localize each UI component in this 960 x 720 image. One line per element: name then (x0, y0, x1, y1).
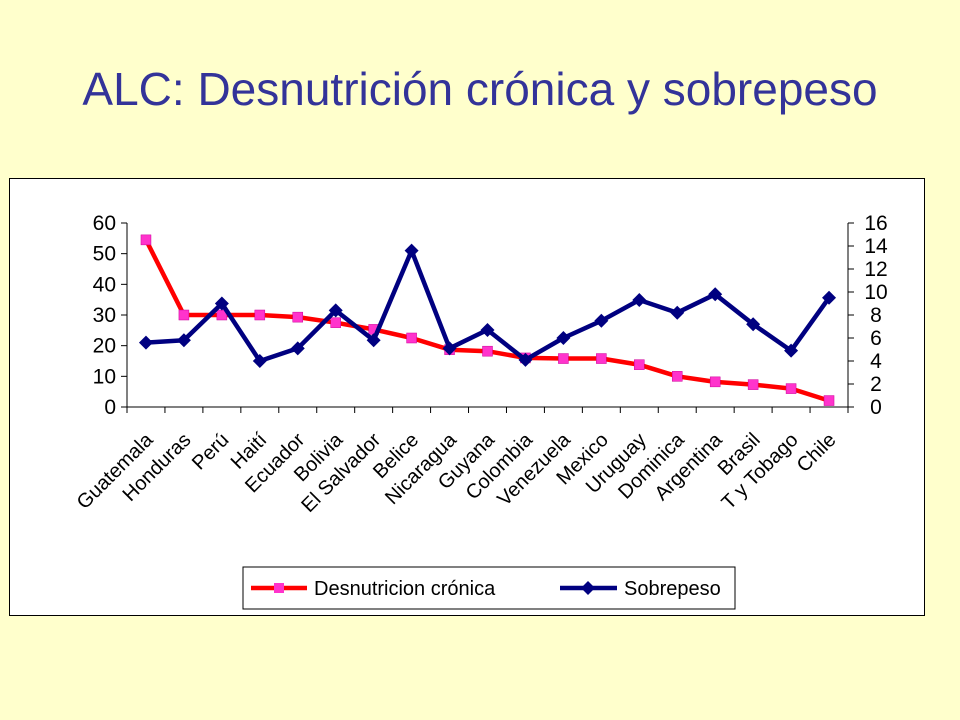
data-point-desnutricion (292, 311, 304, 323)
slide-title: ALC: Desnutrición crónica y sobrepeso (82, 63, 878, 115)
chart-legend[interactable]: Desnutricion crónica Sobrepeso (242, 566, 736, 610)
y-left-tick-label: 50 (93, 243, 116, 266)
y-left-tick-label: 30 (93, 304, 116, 327)
data-point-desnutricion (671, 371, 683, 382)
data-point-sobrepeso (328, 303, 343, 318)
series-line-desnutricion (143, 238, 830, 403)
data-point-desnutricion (709, 376, 721, 388)
legend-label-sobrepeso: Sobrepeso (624, 578, 721, 600)
x-category-label: Perú (188, 429, 233, 474)
data-point-sobrepeso (176, 333, 191, 348)
legend-label-desnutricion: Desnutricion crónica (314, 578, 496, 600)
data-point-desnutricion (747, 379, 759, 390)
y-right-tick-label: 12 (864, 258, 887, 281)
data-point-sobrepeso (632, 293, 647, 308)
data-point-desnutricion (482, 345, 493, 357)
y-right-tick-label: 6 (870, 327, 882, 350)
y-right-tick-label: 10 (864, 281, 887, 304)
data-point-sobrepeso (784, 343, 799, 358)
y-right-tick-label: 14 (864, 235, 888, 258)
chart-axes: 01020304050600246810121416GuatemalaHondu… (73, 212, 888, 517)
data-point-desnutricion (558, 353, 569, 364)
data-point-sobrepeso (822, 290, 837, 305)
chart-series (138, 234, 837, 406)
data-point-desnutricion (330, 317, 341, 328)
data-point-sobrepeso (138, 335, 153, 350)
data-point-sobrepeso (214, 296, 229, 311)
data-point-sobrepeso (442, 341, 457, 356)
data-point-desnutricion (823, 395, 835, 406)
data-point-sobrepeso (670, 305, 685, 320)
data-point-sobrepeso (480, 322, 495, 337)
legend-marker-sobrepeso (581, 581, 595, 595)
data-point-sobrepeso (518, 352, 533, 367)
data-point-sobrepeso (366, 333, 381, 348)
y-right-tick-label: 2 (870, 373, 882, 396)
y-right-tick-label: 8 (870, 304, 882, 327)
data-point-sobrepeso (290, 341, 305, 356)
y-right-tick-label: 4 (870, 350, 882, 373)
y-left-tick-label: 10 (93, 365, 116, 388)
chart-frame: 0 10 20 30 40 50 60 0 2 4 6 8 10 12 14 16 Guatemala Hondu… (9, 178, 925, 616)
data-point-sobrepeso (404, 243, 419, 258)
data-point-sobrepeso (708, 287, 723, 302)
data-point-sobrepeso (252, 354, 267, 368)
y-right-tick-label: 0 (870, 396, 882, 419)
data-point-sobrepeso (556, 331, 571, 345)
data-point-desnutricion (634, 359, 645, 370)
y-left-tick-label: 40 (93, 273, 116, 296)
legend-marker-desnutricion (274, 583, 284, 593)
data-point-desnutricion (596, 353, 607, 364)
y-right-tick-label: 16 (864, 212, 887, 235)
x-category-label: Chile (793, 429, 841, 477)
data-point-desnutricion (785, 383, 797, 394)
y-left-tick-label: 0 (104, 396, 116, 419)
data-point-sobrepeso (594, 313, 609, 328)
data-point-desnutricion (178, 309, 190, 321)
data-point-desnutricion (254, 309, 266, 321)
data-point-sobrepeso (746, 317, 761, 332)
y-left-tick-label: 60 (93, 212, 116, 235)
legend-box (242, 566, 736, 610)
series-line-sobrepeso (145, 248, 831, 364)
data-point-desnutricion (140, 234, 152, 246)
y-left-tick-label: 20 (93, 335, 116, 358)
data-point-desnutricion (406, 332, 417, 344)
line-chart: 01020304050600246810121416GuatemalaHondu… (73, 212, 888, 610)
